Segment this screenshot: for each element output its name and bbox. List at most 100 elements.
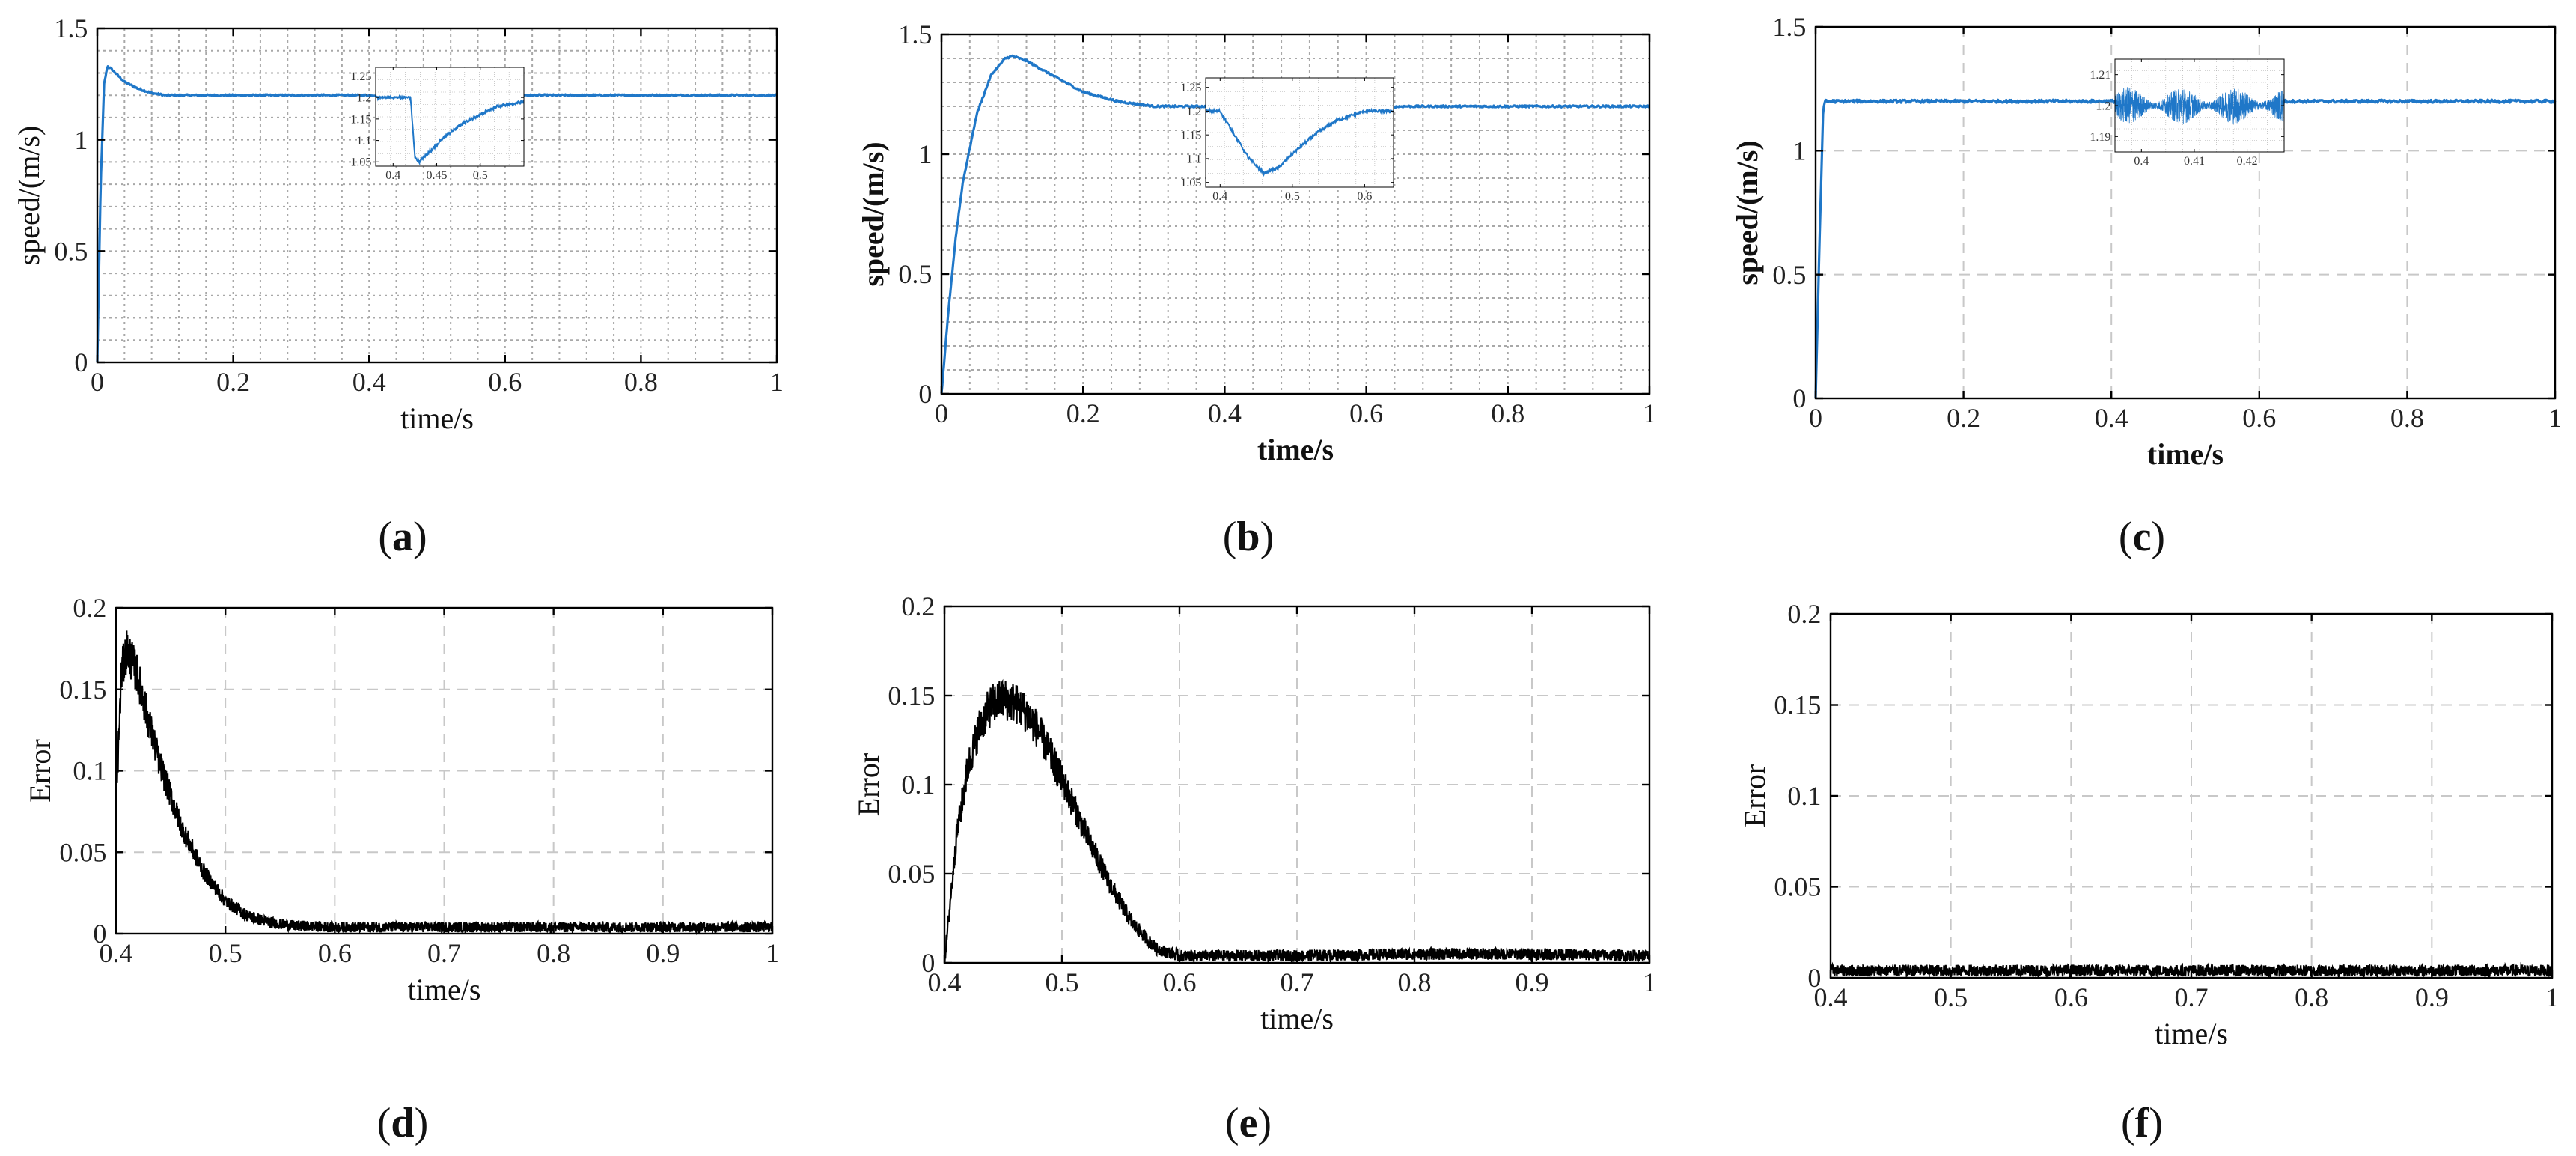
x-tick-label: 0.4 — [1208, 398, 1242, 428]
subfigure-caption: (c) — [2119, 514, 2165, 560]
y-tick-label: 0.5 — [898, 259, 932, 289]
caption-letter: d — [391, 1100, 414, 1146]
y-tick-label: 0.2 — [1787, 599, 1821, 629]
y-tick-label: 1.05 — [1180, 177, 1201, 189]
y-tick-label: 0 — [1792, 383, 1806, 413]
inset-b: 0.4 0.5 0.6 1.05 1.1 1.15 1.2 1.25 — [1180, 77, 1394, 203]
x-tick-label: 0.2 — [216, 367, 250, 397]
axes-frame — [375, 67, 525, 167]
x-tick-label: 0.8 — [537, 938, 570, 968]
y-tick-label: 1.21 — [2090, 69, 2110, 82]
caption-letter: b — [1236, 514, 1260, 560]
y-tick-label: 1.5 — [54, 13, 88, 43]
y-tick-label: 1.19 — [2090, 131, 2110, 144]
x-tick-label: 0.6 — [1163, 967, 1197, 997]
x-tick-label: 0.9 — [646, 938, 680, 968]
x-tick-label: 0.6 — [318, 938, 352, 968]
x-axis-label: time/s — [408, 973, 481, 1006]
caption-paren: ) — [1260, 514, 1275, 560]
x-tick-label: 1 — [2548, 403, 2562, 433]
x-tick-label: 0.8 — [1491, 398, 1524, 428]
y-tick-label: 0 — [74, 347, 88, 377]
subfigure-caption: (d) — [377, 1100, 428, 1146]
x-tick-label: 0.9 — [1516, 967, 1549, 997]
y-tick-label: 0.1 — [1787, 781, 1821, 811]
chart-a: 0 0.2 0.4 0.6 0.8 1 0 0.5 1 1.5 0.4 0.45 0.5 1.05 1.1 1… — [12, 13, 784, 560]
caption-paren: ) — [1257, 1100, 1272, 1146]
caption-letter: a — [392, 514, 413, 560]
caption-paren: ( — [377, 1100, 391, 1146]
y-tick-label: 1 — [918, 139, 932, 169]
caption-paren: ) — [2151, 514, 2165, 560]
x-tick-label: 0.6 — [488, 367, 522, 397]
y-tick-label: 1.1 — [356, 135, 371, 147]
x-tick-label: 0.8 — [2295, 982, 2328, 1012]
chart-e: 0.4 0.5 0.6 0.7 0.8 0.9 1 0 0.05 0.1 0.15 0.2 time/s… — [852, 591, 1656, 1146]
x-tick-label: 0.4 — [100, 938, 133, 968]
caption-paren: ( — [378, 514, 392, 560]
y-tick-label: 1 — [1792, 136, 1806, 166]
inset-series-line — [1205, 107, 1394, 177]
chart-b: 0 0.2 0.4 0.6 0.8 1 0 0.5 1 1.5 0.4 0.5 0.6 1.05 1.1 1.… — [856, 19, 1656, 560]
y-tick-label: 1.05 — [350, 156, 371, 169]
x-tick-label: 0 — [91, 367, 104, 397]
caption-letter: c — [2133, 514, 2152, 560]
x-tick-label: 0.45 — [427, 169, 448, 182]
y-axis-label: speed/(m/s) — [12, 126, 46, 266]
x-tick-label: 0.6 — [2242, 403, 2276, 433]
x-tick-label: 0.4 — [1212, 190, 1227, 203]
x-axis-label: time/s — [1260, 1002, 1334, 1035]
caption-letter: f — [2135, 1100, 2150, 1146]
y-tick-label: 1.25 — [1180, 82, 1201, 94]
chart-f: 0.4 0.5 0.6 0.7 0.8 0.9 1 0 0.05 0.1 0.15 0.2 time/s… — [1738, 599, 2559, 1146]
x-axis-label: time/s — [2155, 1017, 2228, 1050]
x-tick-label: 0.5 — [1285, 190, 1300, 203]
subfigure-caption: (a) — [378, 514, 427, 560]
x-tick-label: 1 — [2545, 982, 2559, 1012]
caption-paren: ) — [2149, 1100, 2163, 1146]
x-tick-label: 0.8 — [2390, 403, 2424, 433]
x-tick-label: 0.7 — [1281, 967, 1314, 997]
x-tick-label: 0.6 — [1349, 398, 1383, 428]
x-tick-label: 0.42 — [2237, 155, 2258, 168]
y-tick-label: 0.15 — [1774, 690, 1821, 720]
y-tick-label: 1.5 — [898, 19, 932, 49]
y-tick-label: 0.2 — [901, 591, 935, 621]
y-tick-label: 1.2 — [356, 92, 371, 105]
inset-c: 0.4 0.41 0.42 1.19 1.2 1.21 — [2090, 58, 2285, 168]
x-tick-label: 0.7 — [427, 938, 461, 968]
x-tick-label: 1 — [1643, 398, 1656, 428]
y-axis-label: speed/(m/s) — [1730, 140, 1764, 285]
x-tick-label: 0.8 — [1398, 967, 1432, 997]
x-tick-label: 1 — [1643, 967, 1656, 997]
x-axis-label: time/s — [2147, 437, 2224, 471]
subfigure-caption: (f) — [2121, 1100, 2163, 1146]
x-tick-label: 0.2 — [1947, 403, 1980, 433]
caption-paren: ( — [2119, 514, 2133, 560]
y-tick-label: 1.2 — [2096, 100, 2110, 112]
axes-frame — [1814, 25, 2557, 400]
x-tick-label: 0.4 — [928, 967, 962, 997]
x-axis-label: time/s — [400, 401, 474, 435]
y-tick-label: 1.15 — [1180, 130, 1201, 142]
x-tick-label: 0.5 — [209, 938, 242, 968]
x-tick-label: 0.4 — [1814, 982, 1848, 1012]
caption-letter: e — [1239, 1100, 1258, 1146]
y-tick-label: 0 — [921, 948, 935, 978]
x-tick-label: 0.8 — [624, 367, 658, 397]
x-tick-label: 0.2 — [1066, 398, 1100, 428]
y-axis-label: speed/(m/s) — [856, 142, 890, 286]
x-tick-label: 0.4 — [2134, 155, 2149, 168]
subfigure-caption: (b) — [1223, 514, 1274, 560]
axes-frame — [940, 33, 1651, 395]
y-tick-label: 0 — [93, 919, 106, 949]
x-tick-label: 0.4 — [352, 367, 386, 397]
y-tick-label: 0.1 — [73, 756, 106, 786]
x-tick-label: 1 — [766, 938, 779, 968]
axes-frame — [96, 27, 778, 364]
y-tick-label: 0.5 — [1772, 260, 1806, 290]
y-axis-label: Error — [852, 753, 885, 816]
y-tick-label: 0.2 — [73, 593, 106, 623]
y-tick-label: 1.2 — [1186, 106, 1201, 118]
y-tick-label: 0 — [918, 379, 932, 409]
